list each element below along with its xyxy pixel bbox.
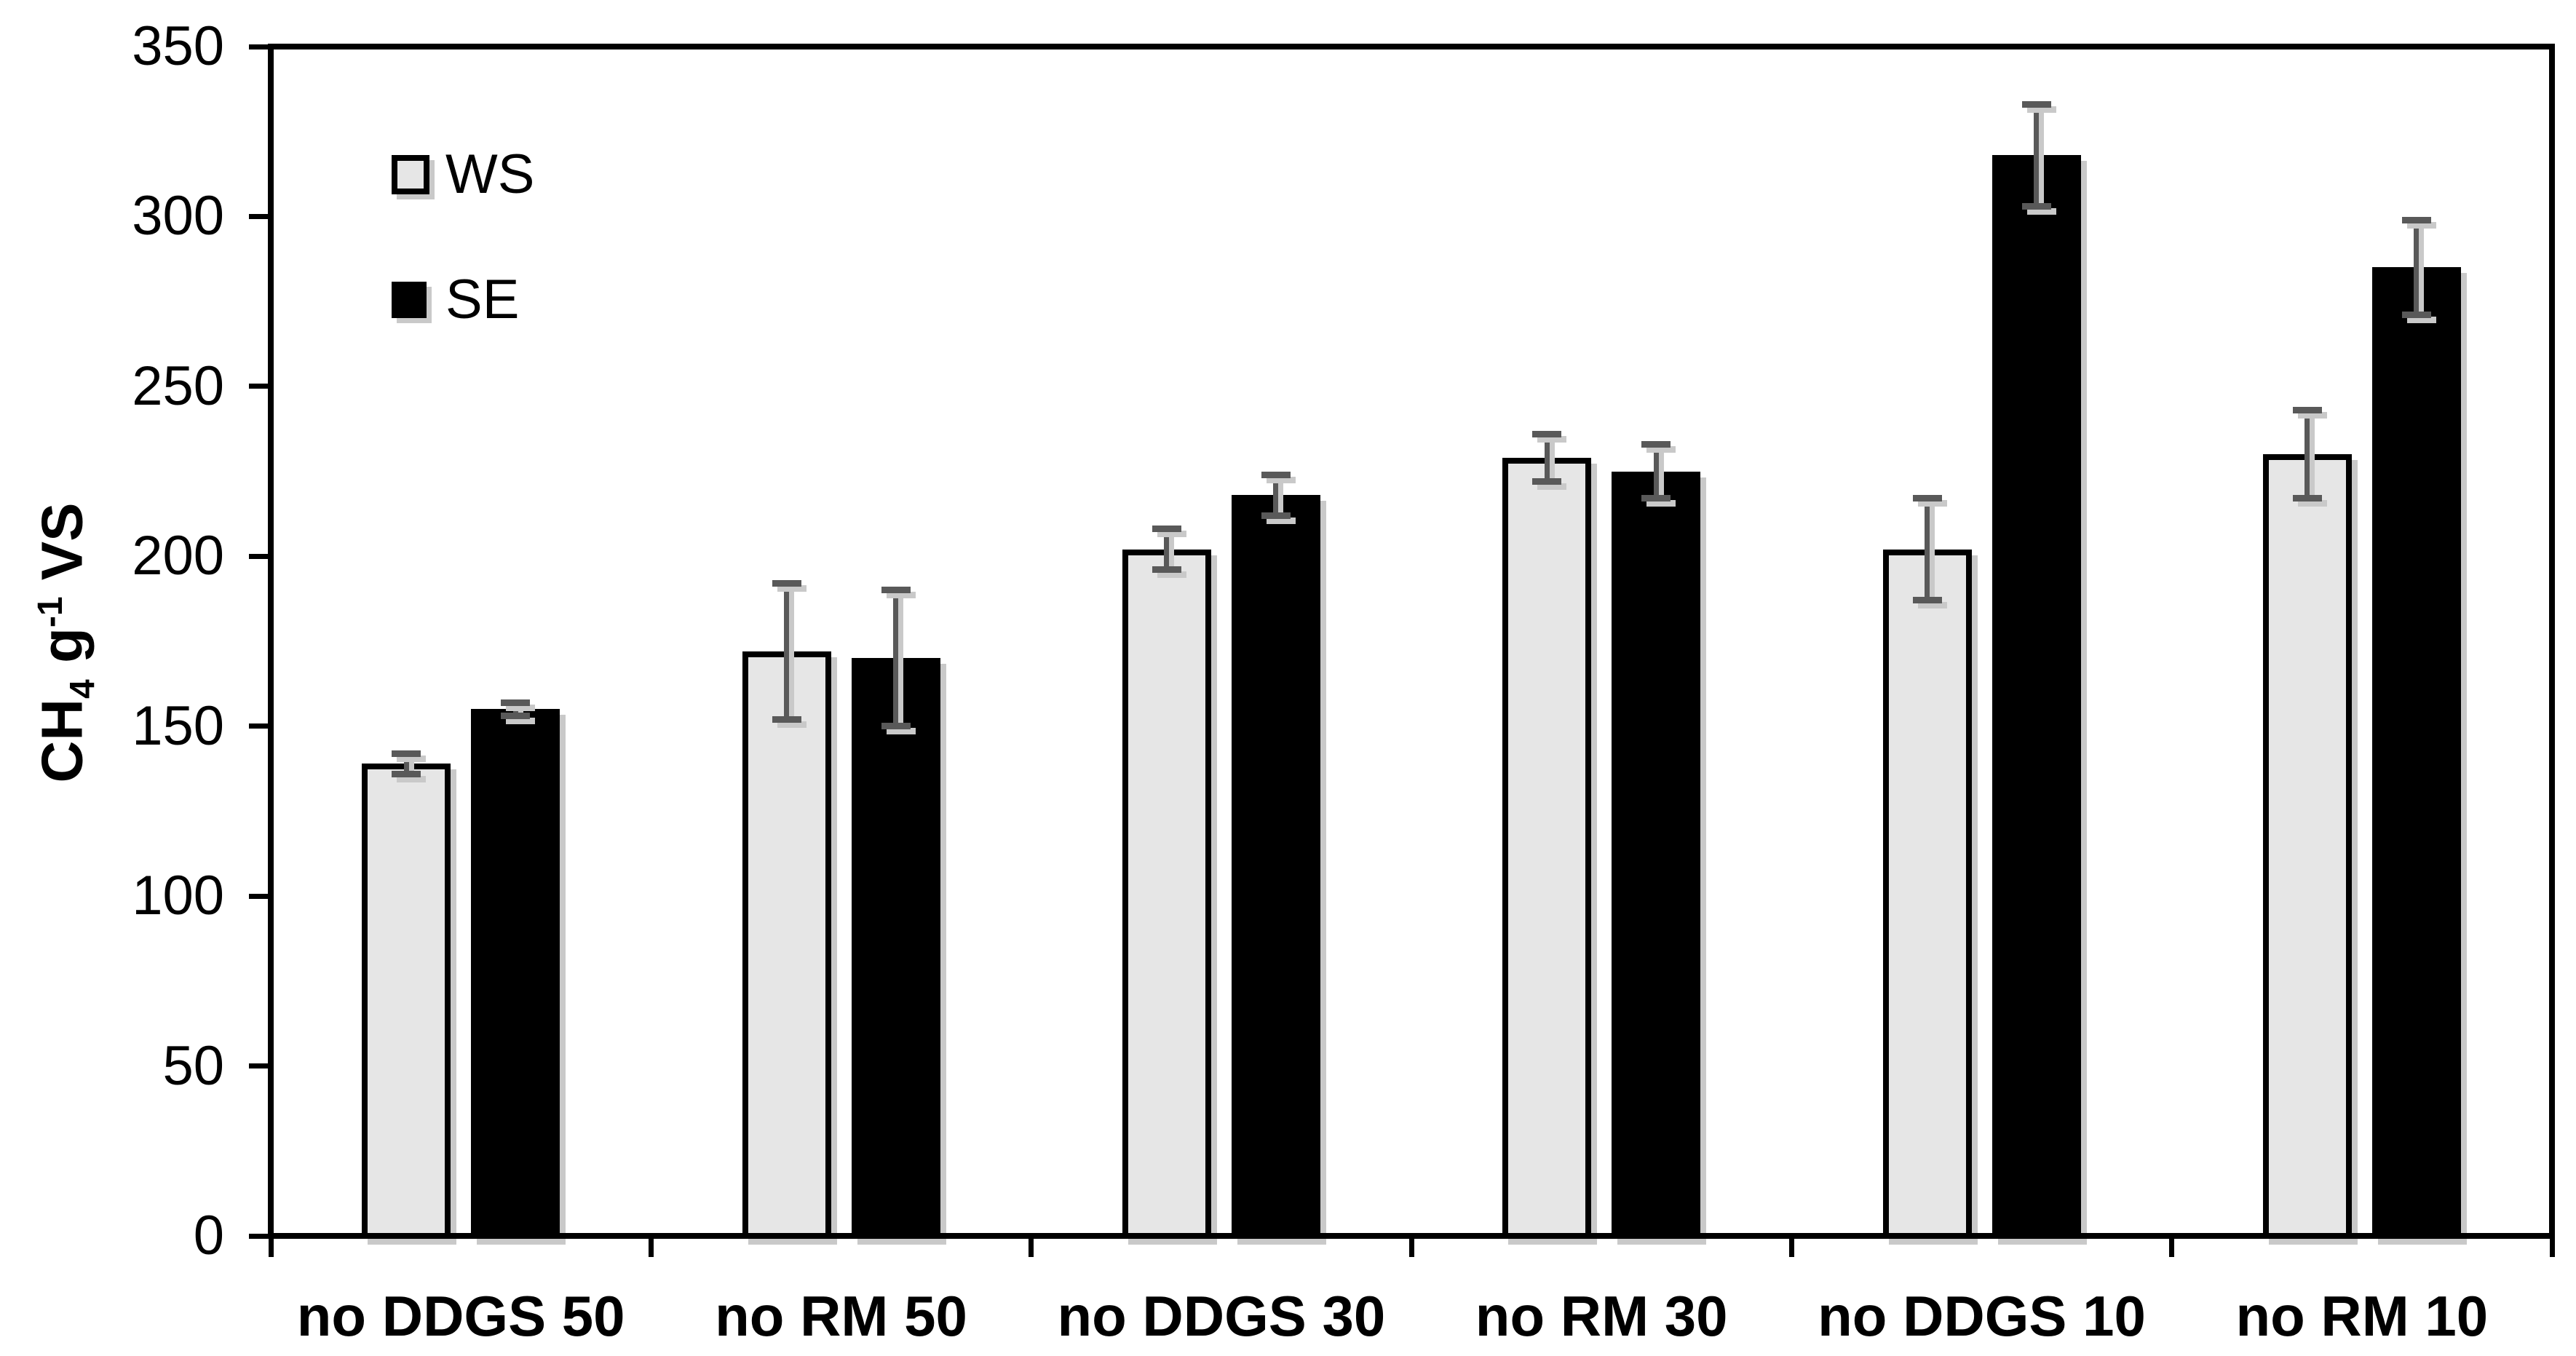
bar-ws-no-rm-10 [2262, 454, 2352, 1239]
y-tick-label: 350 [132, 15, 224, 77]
error-bar-cap-top [2021, 100, 2051, 108]
bar-se-no-rm-30 [1612, 471, 1701, 1239]
y-tick-label: 50 [162, 1034, 224, 1097]
bar-se-no-rm-10 [2371, 267, 2461, 1239]
y-tick-mark [249, 1063, 268, 1069]
error-bar-cap-bottom [1641, 495, 1671, 502]
bar-se-no-ddgs-30 [1231, 495, 1320, 1239]
error-bar-cap-bottom [2021, 202, 2051, 210]
category-label: no DDGS 30 [1057, 1284, 1386, 1348]
error-bar-line [403, 753, 409, 774]
y-axis-title-mid: g [29, 627, 95, 680]
y-tick-mark [249, 213, 268, 219]
error-bar-cap-top [2292, 407, 2322, 414]
y-axis-title-superscript: -1 [31, 596, 70, 628]
y-tick-label: 200 [132, 525, 224, 587]
error-bar-cap-top [772, 580, 801, 587]
error-bar-line [2414, 220, 2420, 315]
y-axis-title-subscript: 4 [63, 679, 103, 699]
error-bar-line [2034, 104, 2039, 207]
legend-label-ws: WS [445, 143, 535, 205]
error-bar-line [1273, 475, 1279, 516]
legend-label-se: SE [445, 269, 520, 330]
y-tick-label: 300 [132, 185, 224, 247]
error-bar-cap-top [2401, 216, 2431, 223]
y-tick-mark [249, 384, 268, 389]
bar-se-no-ddgs-10 [1992, 155, 2081, 1239]
error-bar-cap-top [1912, 495, 1942, 502]
error-bar-line [2304, 410, 2310, 499]
bar-se-no-rm-50 [851, 658, 940, 1239]
error-bar-cap-bottom [772, 715, 801, 723]
y-axis-title: CH4 g-1 VS [16, 366, 103, 919]
y-tick-mark [249, 44, 268, 49]
x-tick-mark [648, 1239, 654, 1257]
bar-se-no-ddgs-50 [471, 709, 560, 1239]
y-tick-mark [249, 553, 268, 559]
error-bar-cap-top [501, 699, 531, 706]
error-bar-line [1164, 528, 1170, 570]
error-bar-line [893, 590, 898, 726]
x-tick-mark [1029, 1239, 1034, 1257]
bar-ws-no-ddgs-50 [362, 764, 451, 1239]
y-tick-mark [249, 1233, 268, 1239]
error-bar-line [1925, 498, 1930, 600]
error-bar-line [1653, 444, 1659, 499]
error-bar-cap-top [1532, 430, 1562, 437]
x-tick-mark [1408, 1239, 1414, 1257]
error-bar-line [1544, 434, 1550, 482]
x-tick-mark [2169, 1239, 2175, 1257]
error-bar-cap-top [881, 587, 911, 594]
category-label: no RM 10 [2235, 1284, 2489, 1348]
y-tick-label: 150 [132, 694, 224, 757]
bar-ws-no-rm-30 [1502, 457, 1592, 1239]
plot-area-frame [268, 44, 2555, 1239]
y-tick-label: 250 [132, 354, 224, 417]
error-bar-cap-bottom [2401, 312, 2431, 319]
category-label: no DDGS 10 [1818, 1284, 2146, 1348]
error-bar-line [784, 583, 789, 720]
category-label: no DDGS 50 [296, 1284, 625, 1348]
error-bar-cap-bottom [1532, 478, 1562, 485]
bar-ws-no-ddgs-10 [1882, 549, 1972, 1239]
error-bar-cap-bottom [881, 723, 911, 730]
error-bar-cap-top [1641, 440, 1671, 448]
x-tick-mark [268, 1239, 274, 1257]
legend-swatch-ws [392, 155, 429, 194]
bar-ws-no-ddgs-30 [1122, 549, 1211, 1239]
error-bar-cap-bottom [501, 713, 531, 720]
error-bar-cap-bottom [1261, 512, 1291, 519]
y-tick-mark [249, 893, 268, 899]
category-label: no RM 30 [1475, 1284, 1728, 1348]
category-label: no RM 50 [715, 1284, 967, 1348]
y-tick-label: 0 [193, 1205, 224, 1266]
error-bar-cap-bottom [2292, 495, 2322, 502]
y-tick-label: 100 [132, 865, 224, 927]
bar-ws-no-rm-50 [742, 651, 831, 1239]
error-bar-cap-bottom [1152, 566, 1181, 574]
error-bar-cap-bottom [1912, 597, 1942, 604]
legend-swatch-se [392, 282, 427, 318]
x-tick-mark [2549, 1239, 2555, 1257]
error-bar-cap-top [1261, 471, 1291, 478]
y-tick-mark [249, 723, 268, 729]
error-bar-cap-bottom [392, 770, 421, 777]
error-bar-cap-top [392, 750, 421, 757]
error-bar-line [512, 702, 518, 716]
x-tick-mark [1788, 1239, 1794, 1257]
error-bar-cap-top [1152, 526, 1181, 533]
